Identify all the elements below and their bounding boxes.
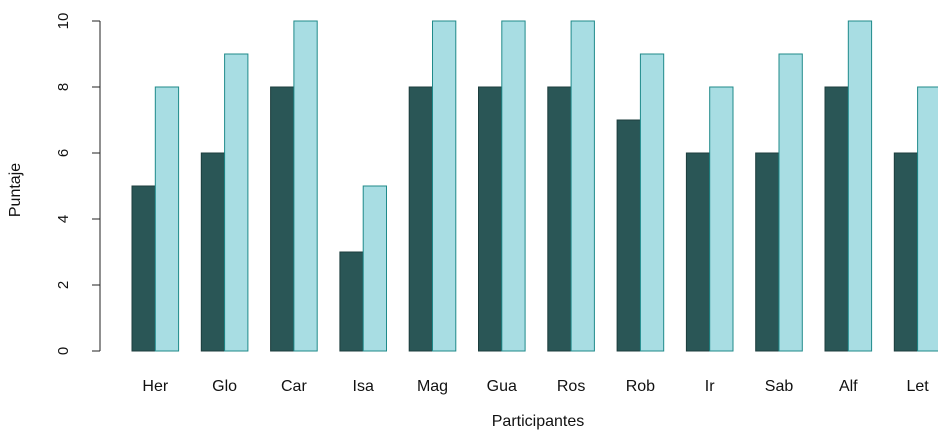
x-tick-label-isa: Isa [353, 378, 374, 395]
x-tick-label-car: Car [281, 378, 307, 395]
bar-glo-series-2 [224, 53, 249, 352]
bar-let-series-1 [893, 152, 919, 352]
bar-her-series-1 [131, 185, 156, 352]
y-tick-label: 8 [55, 83, 72, 91]
bars-group [131, 20, 938, 352]
bar-isa-series-1 [339, 251, 364, 352]
bar-ir-series-2 [709, 86, 734, 352]
bar-ir-series-1 [685, 152, 711, 352]
x-tick-label-mag: Mag [417, 378, 448, 395]
bar-ros-series-2 [570, 20, 595, 352]
bar-glo-series-1 [200, 152, 226, 352]
y-tick-label: 10 [55, 13, 72, 30]
bar-mag-series-2 [432, 20, 457, 352]
bar-gua-series-2 [501, 20, 526, 352]
bar-let-series-2 [917, 86, 938, 352]
bar-car-series-1 [270, 86, 295, 352]
x-tick-label-gua: Gua [487, 378, 517, 395]
bar-sab-series-1 [755, 152, 780, 352]
x-axis-labels: Her Glo Car Isa Mag Gua Ros Rob Ir Sab Alf Let [142, 378, 929, 395]
x-tick-label-sab: Sab [765, 378, 794, 395]
bar-car-series-2 [293, 20, 318, 352]
bar-her-series-2 [154, 86, 180, 352]
y-axis: 0 2 4 6 8 10 [55, 13, 101, 355]
x-tick-label-alf: Alf [839, 378, 858, 395]
x-tick-label-let: Let [906, 378, 929, 395]
bar-ros-series-1 [547, 86, 572, 352]
y-tick-label: 6 [55, 149, 72, 157]
x-tick-label-glo: Glo [212, 378, 237, 395]
x-tick-label-ros: Ros [557, 378, 585, 395]
y-axis-title: Puntaje [7, 163, 24, 217]
x-axis-title: Participantes [492, 413, 585, 430]
bar-alf-series-1 [824, 86, 849, 352]
bar-sab-series-2 [778, 53, 803, 352]
y-tick-label: 4 [55, 215, 72, 223]
bar-isa-series-2 [362, 185, 388, 352]
x-tick-label-rob: Rob [626, 378, 655, 395]
bar-rob-series-1 [616, 119, 641, 352]
y-tick-label: 2 [55, 281, 72, 289]
y-tick-label: 0 [55, 347, 72, 355]
x-tick-label-ir: Ir [705, 378, 715, 395]
bar-gua-series-1 [478, 86, 503, 352]
bar-rob-series-2 [639, 53, 665, 352]
bar-alf-series-2 [847, 20, 873, 352]
bar-mag-series-1 [408, 86, 434, 352]
x-tick-label-her: Her [142, 378, 168, 395]
